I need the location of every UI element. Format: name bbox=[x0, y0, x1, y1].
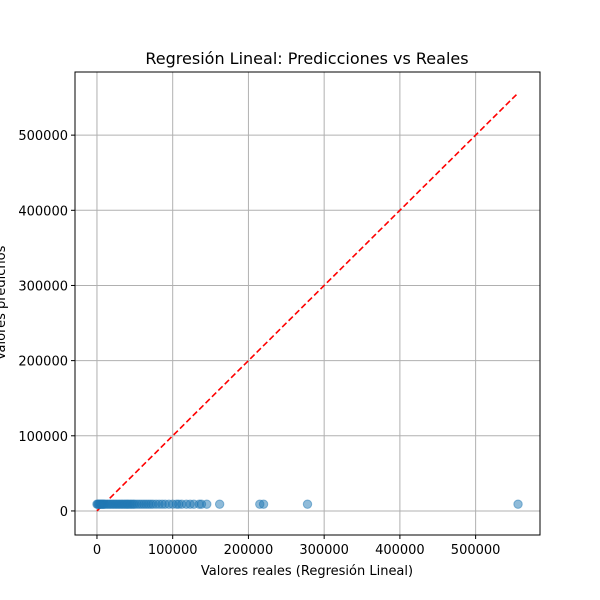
y-tick-label: 0 bbox=[60, 505, 68, 520]
x-tick-label: 0 bbox=[93, 543, 101, 558]
y-tick-label: 300000 bbox=[18, 279, 68, 294]
chart-title: Regresión Lineal: Predicciones vs Reales bbox=[145, 49, 468, 68]
y-tick-label: 500000 bbox=[18, 129, 68, 144]
x-tick-label: 100000 bbox=[148, 543, 198, 558]
scatter-point bbox=[202, 499, 212, 509]
scatter-point bbox=[513, 499, 523, 509]
scatter-point bbox=[214, 499, 225, 509]
grid bbox=[75, 72, 540, 535]
x-tick-label: 200000 bbox=[224, 543, 274, 558]
plot-frame bbox=[74, 71, 541, 536]
y-tick-label: 200000 bbox=[18, 355, 68, 370]
x-axis-label: Valores reales (Regresión Lineal) bbox=[201, 564, 413, 579]
y-tick-label: 100000 bbox=[18, 430, 68, 445]
y-axis-label: Valores predichos bbox=[0, 245, 9, 360]
scatter-point bbox=[258, 499, 269, 509]
x-tick-label: 300000 bbox=[299, 543, 349, 558]
scatter-points bbox=[92, 499, 523, 509]
y-tick-label: 400000 bbox=[18, 204, 68, 219]
x-tick-label: 500000 bbox=[451, 543, 501, 558]
x-axis-ticks: 0 100000 200000 300000 400000 500000 bbox=[93, 535, 501, 558]
scatter-point bbox=[302, 499, 313, 509]
y-axis-ticks: 0 100000 200000 300000 400000 500000 bbox=[18, 129, 75, 520]
x-tick-label: 400000 bbox=[375, 543, 425, 558]
